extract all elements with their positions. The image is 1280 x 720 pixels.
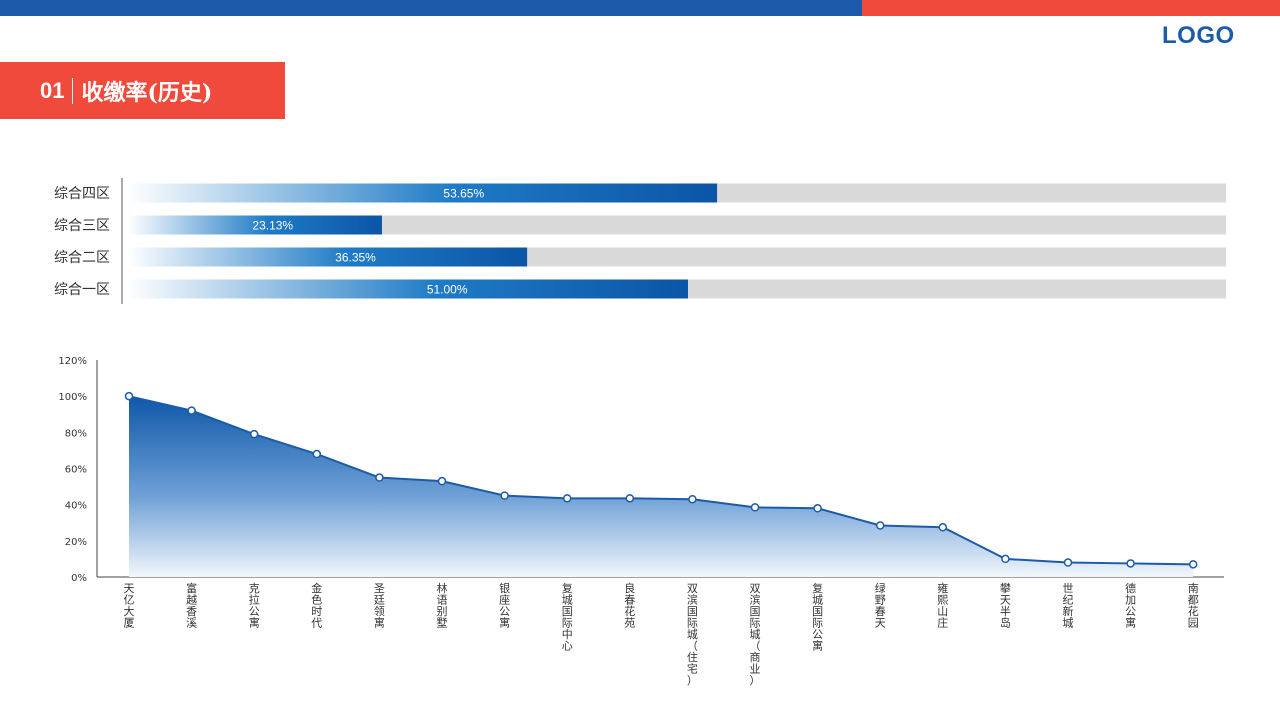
section-title: 01 收缴率(历史) xyxy=(0,62,285,119)
x-tick-label: 富越香溪 xyxy=(186,581,197,630)
data-point xyxy=(688,494,697,504)
x-tick-label: 复城国际公寓 xyxy=(812,581,823,653)
y-tick-label: 100% xyxy=(58,392,87,403)
x-tick-label: 德加公寓 xyxy=(1125,581,1136,630)
bar xyxy=(128,183,718,203)
bar-value-label: 23.13% xyxy=(252,219,293,233)
data-point xyxy=(375,473,384,482)
section-number: 01 xyxy=(40,77,74,104)
y-tick-label: 80% xyxy=(65,428,87,439)
data-point xyxy=(249,429,259,439)
data-point xyxy=(500,491,509,500)
x-tick-label: 雍熙山庄 xyxy=(937,581,948,630)
data-point xyxy=(1126,559,1135,568)
series-line xyxy=(128,395,1194,566)
data-point xyxy=(187,406,196,415)
x-tick-label: 林语别墅 xyxy=(437,581,448,630)
data-point xyxy=(875,521,885,530)
data-point xyxy=(1063,558,1073,567)
bar-category-label: 综合四区 xyxy=(54,186,110,202)
bar-value-label: 51.00% xyxy=(427,283,468,297)
x-tick-label: 攀天半岛 xyxy=(1000,582,1011,630)
x-tick-label: 复城国际中心 xyxy=(562,581,573,653)
top-bar-red xyxy=(862,0,1280,16)
bar-category-label: 综合二区 xyxy=(54,250,110,266)
bar xyxy=(128,247,528,267)
bar xyxy=(128,215,382,235)
x-tick-label: 银座公寓 xyxy=(499,581,510,630)
bar-value-label: 53.65% xyxy=(443,187,484,201)
data-point xyxy=(124,391,134,401)
data-point xyxy=(1188,560,1198,569)
bar-track xyxy=(128,215,1226,235)
x-tick-label: 圣廷领寓 xyxy=(374,582,385,630)
x-tick-label: 世纪新城 xyxy=(1063,582,1074,630)
data-point xyxy=(625,494,635,503)
area-fill xyxy=(129,396,1194,577)
section-title-text: 收缴率(历史) xyxy=(81,79,213,106)
x-tick-label: 南都花园 xyxy=(1188,582,1199,630)
y-tick-label: 60% xyxy=(65,465,87,476)
data-point xyxy=(938,523,948,532)
bar xyxy=(128,279,688,299)
x-tick-label: 克拉公寓 xyxy=(249,582,260,630)
bar-category-label: 综合三区 xyxy=(54,218,110,234)
y-tick-label: 20% xyxy=(65,537,87,548)
x-tick-label: 双滨国际城（住宅） xyxy=(687,582,698,687)
data-point xyxy=(437,476,447,486)
x-tick-label: 绿野春天 xyxy=(875,581,886,630)
data-point xyxy=(813,504,822,513)
y-tick-label: 120% xyxy=(58,356,87,367)
data-point xyxy=(1001,554,1010,564)
data-point xyxy=(312,449,322,459)
logo: LOGO xyxy=(1162,22,1235,49)
y-tick-label: 0% xyxy=(71,573,87,584)
bar-value-label: 36.35% xyxy=(335,251,376,265)
x-tick-label: 良春花苑 xyxy=(624,581,635,630)
data-point xyxy=(750,503,760,512)
x-tick-label: 双滨国际城（商业） xyxy=(750,582,761,687)
x-tick-label: 金色时代 xyxy=(311,581,322,630)
data-point xyxy=(562,494,572,503)
top-bar-blue xyxy=(0,0,862,16)
x-tick-label: 天亿大厦 xyxy=(124,582,135,630)
y-tick-label: 40% xyxy=(65,501,87,512)
bar-category-label: 综合一区 xyxy=(54,282,110,298)
